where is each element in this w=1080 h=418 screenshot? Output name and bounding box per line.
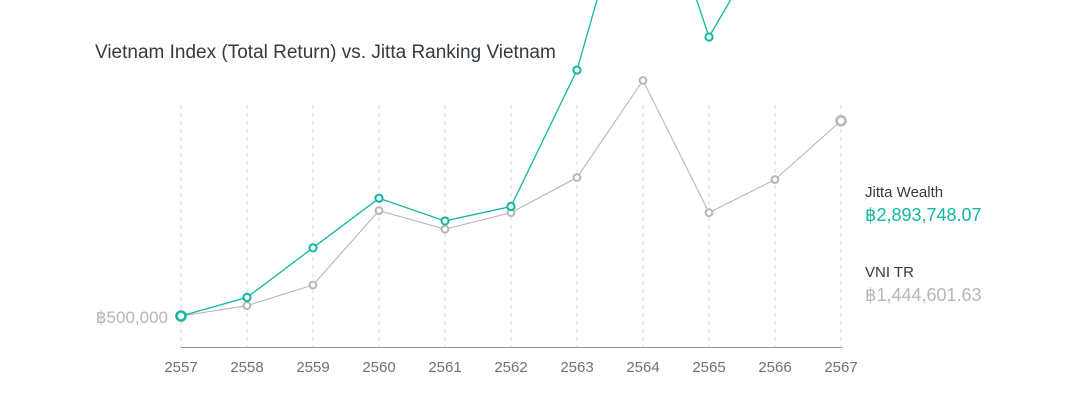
data-point <box>704 32 714 42</box>
legend-series-name: VNI TR <box>865 264 914 281</box>
x-tick-label: 2563 <box>560 359 593 376</box>
data-point <box>638 76 648 85</box>
data-point <box>308 243 318 253</box>
x-tick-label: 2559 <box>296 359 329 376</box>
legend-series-name: Jitta Wealth <box>865 184 944 201</box>
x-tick-label: 2561 <box>428 359 461 376</box>
data-point <box>175 310 187 322</box>
legend-item-vni-tr: VNI TR ฿1,444,601.63 <box>865 264 982 306</box>
data-point <box>374 193 384 203</box>
data-point <box>704 208 714 218</box>
legend-series-value: ฿1,444,601.63 <box>865 285 982 305</box>
x-tick-label: 2558 <box>230 359 263 376</box>
data-point <box>835 114 847 127</box>
x-tick-label: 2567 <box>824 359 857 376</box>
x-tick-label: 2560 <box>362 359 395 376</box>
data-point <box>440 216 450 226</box>
data-point <box>572 65 582 75</box>
legend-item-jitta-wealth: Jitta Wealth ฿2,893,748.07 <box>865 184 982 226</box>
baseline-value-label: ฿500,000 <box>96 308 168 327</box>
data-point <box>374 206 384 216</box>
data-point <box>572 173 582 182</box>
x-tick-label: 2562 <box>494 359 527 376</box>
x-tick-label: 2566 <box>758 359 791 376</box>
data-point <box>242 301 252 311</box>
data-point <box>770 175 780 185</box>
data-point <box>308 280 318 290</box>
legend-series-value: ฿2,893,748.07 <box>865 205 982 225</box>
x-tick-label: 2564 <box>626 359 659 376</box>
chart-title: Vietnam Index (Total Return) vs. Jitta R… <box>95 42 556 63</box>
data-point <box>440 224 450 234</box>
data-point <box>506 201 516 212</box>
x-tick-label: 2565 <box>692 359 725 376</box>
data-point <box>242 292 252 302</box>
x-tick-label: 2557 <box>164 359 197 376</box>
